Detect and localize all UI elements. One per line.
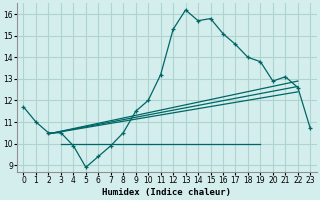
X-axis label: Humidex (Indice chaleur): Humidex (Indice chaleur) [102,188,231,197]
